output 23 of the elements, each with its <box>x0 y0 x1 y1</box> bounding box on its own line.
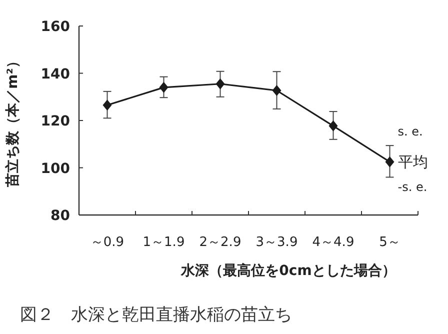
point <box>102 100 112 111</box>
annotation: -s. e. <box>398 180 428 194</box>
y-tick-label: 140 <box>40 66 70 82</box>
x-tick-label: 3～3.9 <box>256 235 298 250</box>
y-tick-label: 80 <box>50 208 70 224</box>
annotation: s. e. <box>398 124 423 139</box>
annotation: 平均 <box>398 152 428 171</box>
x-tick-label: ～0.9 <box>90 235 124 250</box>
y-tick-label: 100 <box>40 160 70 177</box>
point <box>272 84 282 96</box>
point <box>385 156 394 168</box>
x-tick-label: 2～2.9 <box>199 235 242 250</box>
text: 図２ 水深と乾田直播水稲の苗立ち <box>20 305 292 325</box>
y-tick-label: 120 <box>40 114 70 130</box>
point <box>216 78 225 90</box>
point <box>328 120 338 132</box>
y-axis-title: 苗立ち数（本／m²） <box>4 54 21 188</box>
x-tick-label: 4～4.9 <box>312 235 354 250</box>
x-tick-label: 1～1.9 <box>142 235 185 250</box>
x-tick-label: 5～ <box>379 235 400 250</box>
x-axis-title: 水深（最高位を0cmとした場合） <box>180 262 396 279</box>
point <box>159 82 168 93</box>
y-tick-label: 160 <box>40 19 70 35</box>
